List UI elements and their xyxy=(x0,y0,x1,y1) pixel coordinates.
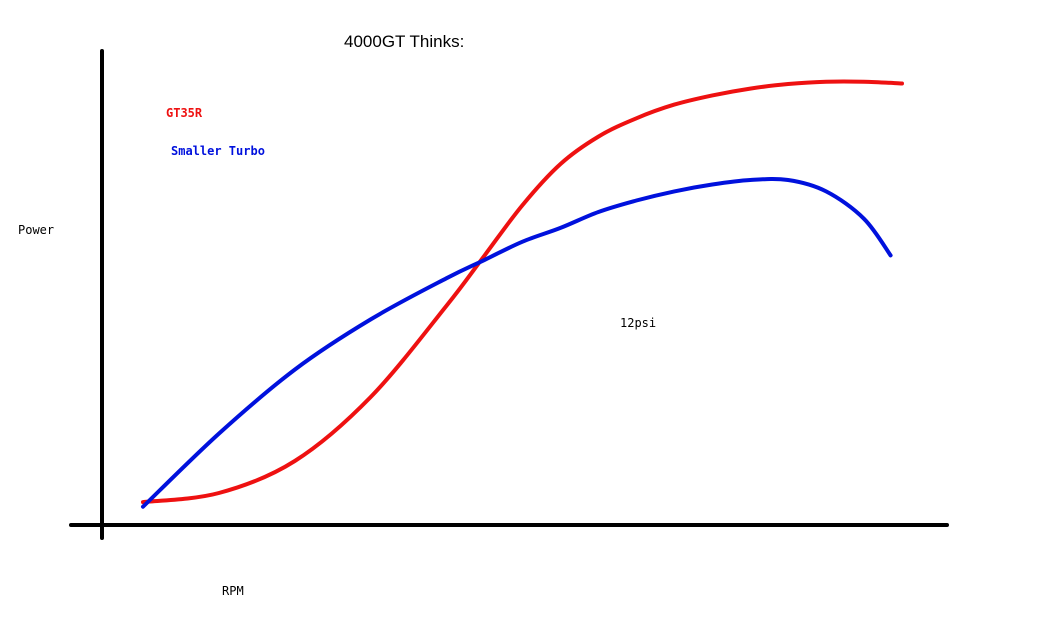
series-line-gt35r xyxy=(141,79,904,505)
chart-title: 4000GT Thinks: xyxy=(344,32,465,51)
y-axis-label: Power xyxy=(18,223,55,237)
legend-entry-smaller-turbo: Smaller Turbo xyxy=(171,144,265,158)
series-line-smaller-turbo xyxy=(141,176,893,509)
x-axis-label: RPM xyxy=(222,584,244,598)
boost-annotation: 12psi xyxy=(620,316,657,330)
legend-entry-gt35r: GT35R xyxy=(166,106,203,120)
